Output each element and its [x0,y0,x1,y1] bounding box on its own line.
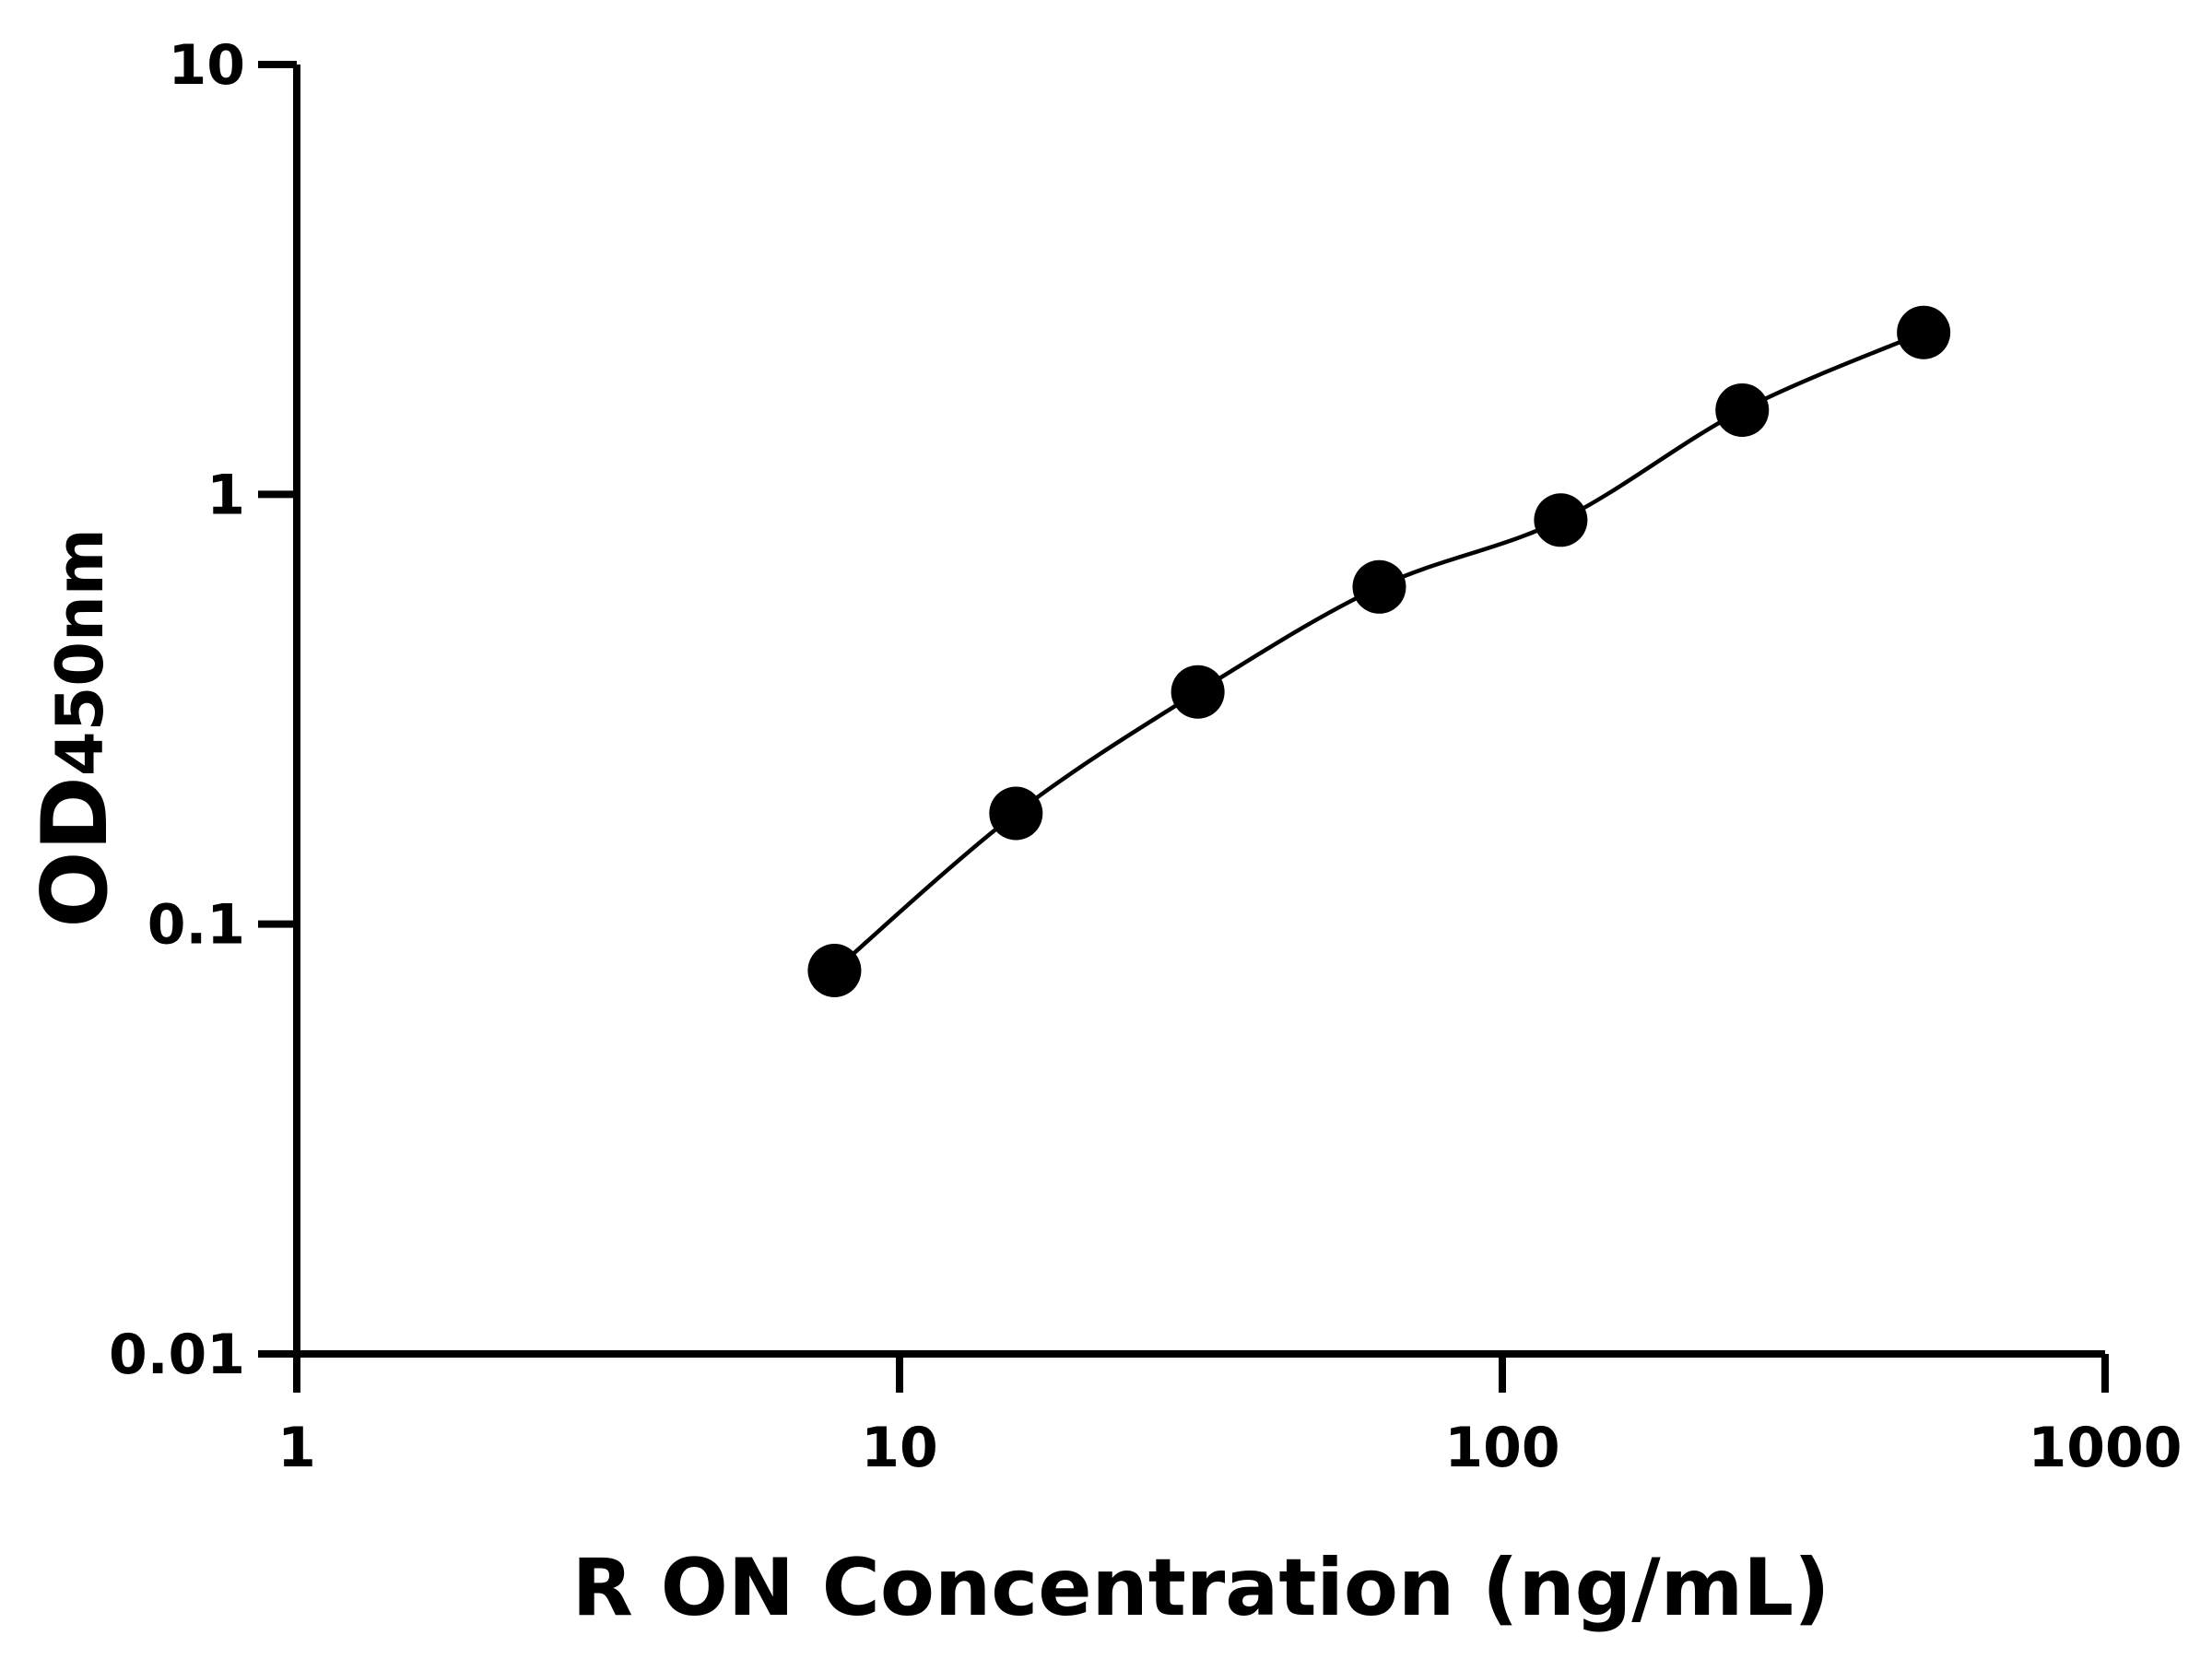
x-axis-label: R ON Concentration (ng/mL) [572,1542,1830,1634]
y-tick-label: 0.01 [109,1323,245,1387]
y-axis-label: OD450nm [23,528,128,928]
y-tick-label: 1 [206,463,245,527]
data-point [1897,305,1951,359]
data-point [1715,382,1770,437]
y-tick-label: 10 [169,33,246,98]
x-tick-label: 10 [861,1416,938,1480]
y-axis-label-subscript: 450nm [42,528,118,776]
data-point [1171,665,1225,719]
x-tick-label: 1000 [2029,1416,2183,1480]
x-tick-label: 100 [1444,1416,1559,1480]
data-point [989,786,1043,841]
x-tick-label: 1 [277,1416,316,1480]
y-axis-label-main: OD [23,776,128,928]
data-point [1534,493,1588,547]
data-point [1352,559,1406,614]
data-point [807,943,862,997]
y-tick-label: 0.1 [147,893,245,958]
